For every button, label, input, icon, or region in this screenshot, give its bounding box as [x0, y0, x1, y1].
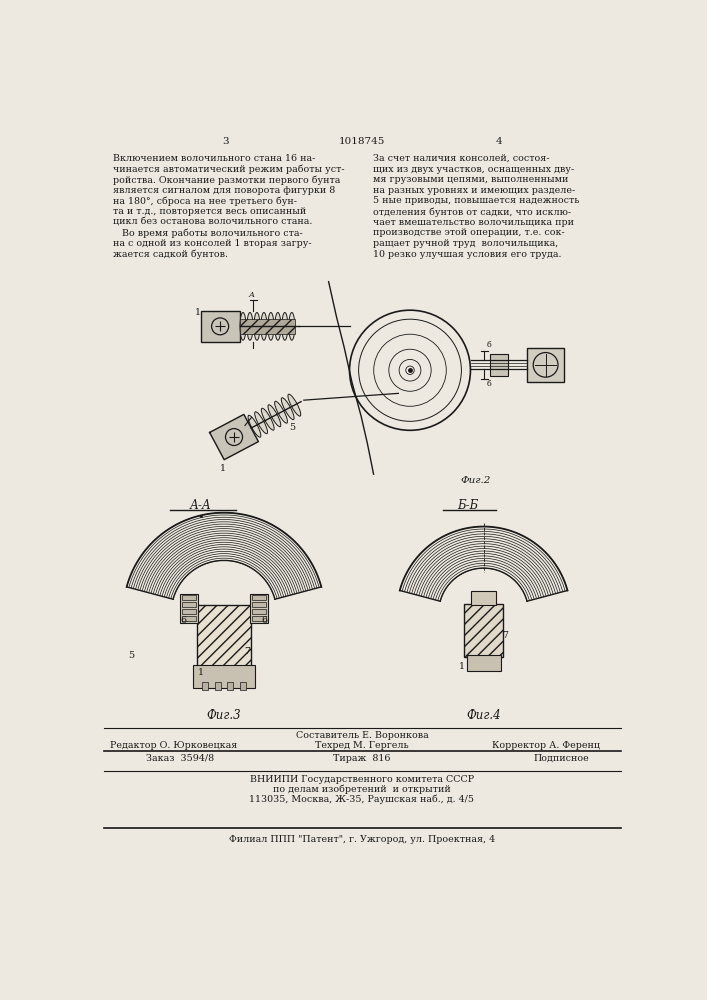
Ellipse shape: [288, 394, 300, 416]
FancyBboxPatch shape: [252, 616, 266, 621]
Text: А-А: А-А: [190, 499, 211, 512]
Ellipse shape: [289, 312, 295, 340]
FancyBboxPatch shape: [201, 311, 240, 342]
FancyBboxPatch shape: [464, 604, 503, 657]
Text: 3: 3: [222, 137, 229, 146]
Text: Подписное: Подписное: [533, 754, 589, 763]
FancyBboxPatch shape: [252, 609, 266, 614]
Ellipse shape: [254, 312, 260, 340]
Text: ройства. Окончание размотки первого бунта: ройства. Окончание размотки первого бунт…: [113, 175, 341, 185]
Text: на 180°, сброса на нее третьего бун-: на 180°, сброса на нее третьего бун-: [113, 196, 297, 206]
Text: отделения бунтов от садки, что исклю-: отделения бунтов от садки, что исклю-: [373, 207, 571, 217]
FancyBboxPatch shape: [252, 595, 266, 600]
Text: 5: 5: [128, 651, 134, 660]
Text: 10 резко улучшая условия его труда.: 10 резко улучшая условия его труда.: [373, 250, 561, 259]
Text: та и т.д., повторяется весь описанный: та и т.д., повторяется весь описанный: [113, 207, 306, 216]
FancyBboxPatch shape: [182, 616, 196, 621]
Text: 1018745: 1018745: [339, 137, 385, 146]
Text: на разных уровнях и имеющих разделе-: на разных уровнях и имеющих разделе-: [373, 186, 575, 195]
Ellipse shape: [282, 312, 288, 340]
Ellipse shape: [255, 412, 267, 434]
Ellipse shape: [281, 398, 294, 420]
Text: чает вмешательство волочильщика при: чает вмешательство волочильщика при: [373, 218, 574, 227]
Text: жается садкой бунтов.: жается садкой бунтов.: [113, 250, 228, 259]
Text: Включением волочильного стана 16 на-: Включением волочильного стана 16 на-: [113, 154, 315, 163]
Text: ВНИИПИ Государственного комитета СССР: ВНИИПИ Государственного комитета СССР: [250, 774, 474, 784]
FancyBboxPatch shape: [240, 682, 247, 690]
FancyBboxPatch shape: [182, 609, 196, 614]
Text: щих из двух участков, оснащенных дву-: щих из двух участков, оснащенных дву-: [373, 165, 574, 174]
Ellipse shape: [274, 401, 288, 423]
FancyBboxPatch shape: [490, 354, 508, 376]
FancyBboxPatch shape: [240, 319, 296, 334]
Text: За счет наличия консолей, состоя-: За счет наличия консолей, состоя-: [373, 154, 549, 163]
FancyBboxPatch shape: [182, 602, 196, 607]
FancyBboxPatch shape: [252, 602, 266, 607]
Ellipse shape: [262, 408, 274, 430]
Text: Филиал ППП "Патент", г. Ужгород, ул. Проектная, 4: Филиал ППП "Патент", г. Ужгород, ул. Про…: [229, 835, 495, 844]
Polygon shape: [210, 414, 258, 460]
Text: 1: 1: [220, 464, 226, 473]
FancyBboxPatch shape: [215, 682, 221, 690]
Text: Заказ  3594/8: Заказ 3594/8: [146, 754, 215, 763]
FancyBboxPatch shape: [250, 594, 268, 623]
Text: Техред М. Гергель: Техред М. Гергель: [315, 741, 409, 750]
Text: 5 ные приводы, повышается надежность: 5 ные приводы, повышается надежность: [373, 196, 579, 205]
Text: 5: 5: [289, 423, 296, 432]
FancyBboxPatch shape: [197, 605, 251, 667]
FancyBboxPatch shape: [227, 682, 233, 690]
Text: Б-Б: Б-Б: [457, 499, 479, 512]
FancyBboxPatch shape: [201, 682, 208, 690]
Text: 1: 1: [198, 668, 204, 677]
Text: 1: 1: [459, 662, 465, 671]
Text: цикл без останова волочильного стана.: цикл без останова волочильного стана.: [113, 218, 312, 227]
Text: производстве этой операции, т.е. сок-: производстве этой операции, т.е. сок-: [373, 228, 565, 237]
Ellipse shape: [275, 312, 281, 340]
FancyBboxPatch shape: [182, 595, 196, 600]
Text: 1: 1: [194, 308, 201, 317]
Text: Составитель Е. Воронкова: Составитель Е. Воронкова: [296, 731, 428, 740]
Text: 4: 4: [496, 137, 503, 146]
FancyBboxPatch shape: [180, 594, 199, 623]
Text: чинается автоматический режим работы уст-: чинается автоматический режим работы уст…: [113, 165, 345, 174]
Text: 113035, Москва, Ж-35, Раушская наб., д. 4/5: 113035, Москва, Ж-35, Раушская наб., д. …: [250, 795, 474, 804]
Text: 7: 7: [244, 647, 250, 656]
Text: Редактор О. Юрковецкая: Редактор О. Юрковецкая: [110, 741, 238, 750]
Text: А: А: [248, 291, 254, 299]
FancyBboxPatch shape: [527, 348, 564, 382]
Text: на с одной из консолей 1 вторая загру-: на с одной из консолей 1 вторая загру-: [113, 239, 312, 248]
Text: по делам изобретений  и открытий: по делам изобретений и открытий: [273, 785, 451, 794]
Text: •: •: [197, 512, 204, 522]
Text: Тираж  816: Тираж 816: [333, 754, 391, 763]
Text: Фиг.3: Фиг.3: [206, 709, 241, 722]
Text: б: б: [486, 380, 491, 388]
Ellipse shape: [261, 312, 267, 340]
Text: мя грузовыми цепями, выполненными: мя грузовыми цепями, выполненными: [373, 175, 568, 184]
Text: Во время работы волочильного ста-: Во время работы волочильного ста-: [113, 228, 303, 238]
Text: 7: 7: [503, 631, 508, 640]
FancyBboxPatch shape: [193, 665, 255, 688]
FancyBboxPatch shape: [467, 655, 501, 671]
Text: 6: 6: [262, 616, 267, 625]
Text: Фиг.2: Фиг.2: [461, 476, 491, 485]
Text: Корректор А. Ференц: Корректор А. Ференц: [491, 741, 600, 750]
Text: 6: 6: [180, 616, 187, 625]
Text: является сигналом для поворота фигурки 8: является сигналом для поворота фигурки 8: [113, 186, 335, 195]
Ellipse shape: [268, 312, 274, 340]
Text: ращает ручной труд  волочильщика,: ращает ручной труд волочильщика,: [373, 239, 558, 248]
Text: б: б: [486, 341, 491, 349]
Ellipse shape: [268, 405, 281, 427]
Ellipse shape: [248, 415, 261, 437]
Text: Фиг.4: Фиг.4: [467, 709, 501, 722]
Ellipse shape: [247, 312, 253, 340]
FancyBboxPatch shape: [472, 591, 496, 605]
Ellipse shape: [240, 312, 246, 340]
